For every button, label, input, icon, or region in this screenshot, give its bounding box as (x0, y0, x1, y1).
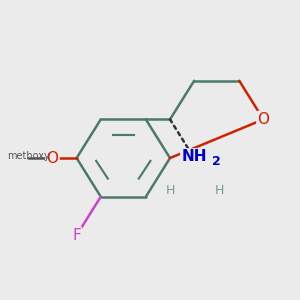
Text: NH: NH (182, 151, 207, 166)
Text: methoxy: methoxy (7, 152, 50, 161)
Text: O: O (257, 112, 269, 127)
Text: NH: NH (182, 149, 207, 164)
Text: O: O (46, 151, 58, 166)
Text: H: H (215, 184, 225, 197)
Text: F: F (72, 228, 81, 243)
Text: H: H (165, 184, 175, 197)
Text: 2: 2 (212, 155, 220, 168)
